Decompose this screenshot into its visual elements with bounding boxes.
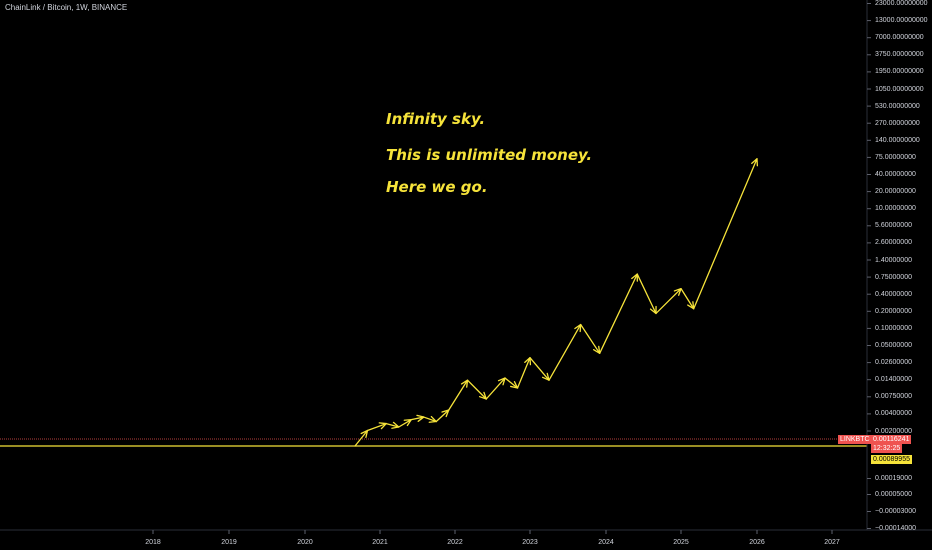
projection-segment (504, 377, 519, 389)
price-tick-label: 0.00750000 (875, 393, 912, 401)
price-tick-label: 2.60000000 (875, 239, 912, 247)
price-tick-label: 75.00000000 (875, 153, 916, 161)
price-tick-label: −0.00003000 (875, 508, 917, 515)
price-tick-label: 0.00200000 (875, 427, 912, 435)
projection-segment (354, 429, 369, 447)
projection-segment (448, 379, 469, 411)
countdown-tag: 12:32:25 (871, 444, 903, 453)
price-tick-label: 0.10000000 (875, 324, 912, 332)
annotation-line-1: Infinity sky. (386, 110, 486, 128)
price-tick-label: 3750.00000000 (875, 51, 924, 59)
projection-segment (423, 416, 437, 423)
time-tick-label: 2025 (673, 539, 689, 546)
projection-segment (693, 158, 758, 310)
price-tick-label: 270.00000000 (875, 119, 920, 127)
projection-segment (636, 273, 657, 315)
price-tick-label: 140.00000000 (875, 136, 920, 144)
time-tick-label: 2027 (824, 539, 840, 546)
price-tick-label: 13000.00000000 (875, 17, 928, 25)
price-tick-label: 7000.00000000 (875, 34, 924, 42)
price-tick-label: 0.40000000 (875, 290, 912, 298)
projection-segment (366, 422, 387, 432)
last-price-tag: 0.00116241 (871, 435, 912, 444)
projection-segment (655, 288, 682, 315)
price-tick-label: 5.60000000 (875, 222, 912, 230)
time-tick-label: 2022 (447, 539, 463, 546)
price-tick-label: 40.00000000 (875, 171, 916, 178)
price-tick-label: 0.02600000 (875, 359, 912, 367)
price-tick-label: 10.00000000 (875, 205, 916, 213)
projection-segment (548, 323, 582, 381)
price-tick-label: 1.40000000 (875, 256, 912, 264)
price-tick-label: 23000.00000000 (875, 0, 928, 7)
time-tick-label: 2018 (145, 539, 161, 546)
projection-segment (580, 323, 601, 354)
projection-segment (466, 379, 487, 400)
price-tick-label: 0.00400000 (875, 410, 912, 418)
time-tick-label: 2020 (297, 539, 313, 546)
time-tick-label: 2019 (221, 539, 237, 546)
price-tick-label: 20.00000000 (875, 188, 916, 196)
projection-segment (410, 416, 425, 421)
price-tick-label: −0.00014000 (875, 525, 917, 532)
price-tick-label: 0.00005000 (875, 491, 912, 498)
price-tick-label: 0.20000000 (875, 307, 912, 315)
projection-segment (516, 357, 531, 389)
price-tick-label: 1050.00000000 (875, 85, 924, 93)
price-tick-label: 530.00000000 (875, 102, 920, 110)
annotation-line-2: This is unlimited money. (386, 146, 593, 164)
projection-segment (599, 273, 638, 354)
projection-segment (485, 377, 506, 400)
time-tick-label: 2021 (372, 539, 388, 546)
projection-segment (398, 418, 412, 428)
projection-segment (435, 409, 450, 423)
price-tick-label: 0.05000000 (875, 342, 912, 349)
time-tick-label: 2023 (522, 539, 538, 546)
projection-arrowhead (751, 158, 759, 167)
projection-segment (385, 422, 400, 428)
price-tick-label: 0.01400000 (875, 376, 912, 384)
time-tick-label: 2024 (598, 539, 614, 546)
price-tick-label: 0.00019000 (875, 475, 912, 482)
annotation-line-3: Here we go. (386, 178, 488, 196)
projection-segment (680, 288, 695, 310)
price-tick-label: 0.75000000 (875, 273, 912, 281)
time-tick-label: 2026 (749, 539, 765, 546)
symbol-tag: LINKBTC (838, 435, 872, 444)
level-price-tag: 0.00089955 (871, 455, 912, 464)
chart-title: ChainLink / Bitcoin, 1W, BINANCE (5, 3, 128, 12)
price-tick-label: 1950.00000000 (875, 68, 924, 76)
projection-segment (529, 357, 550, 381)
